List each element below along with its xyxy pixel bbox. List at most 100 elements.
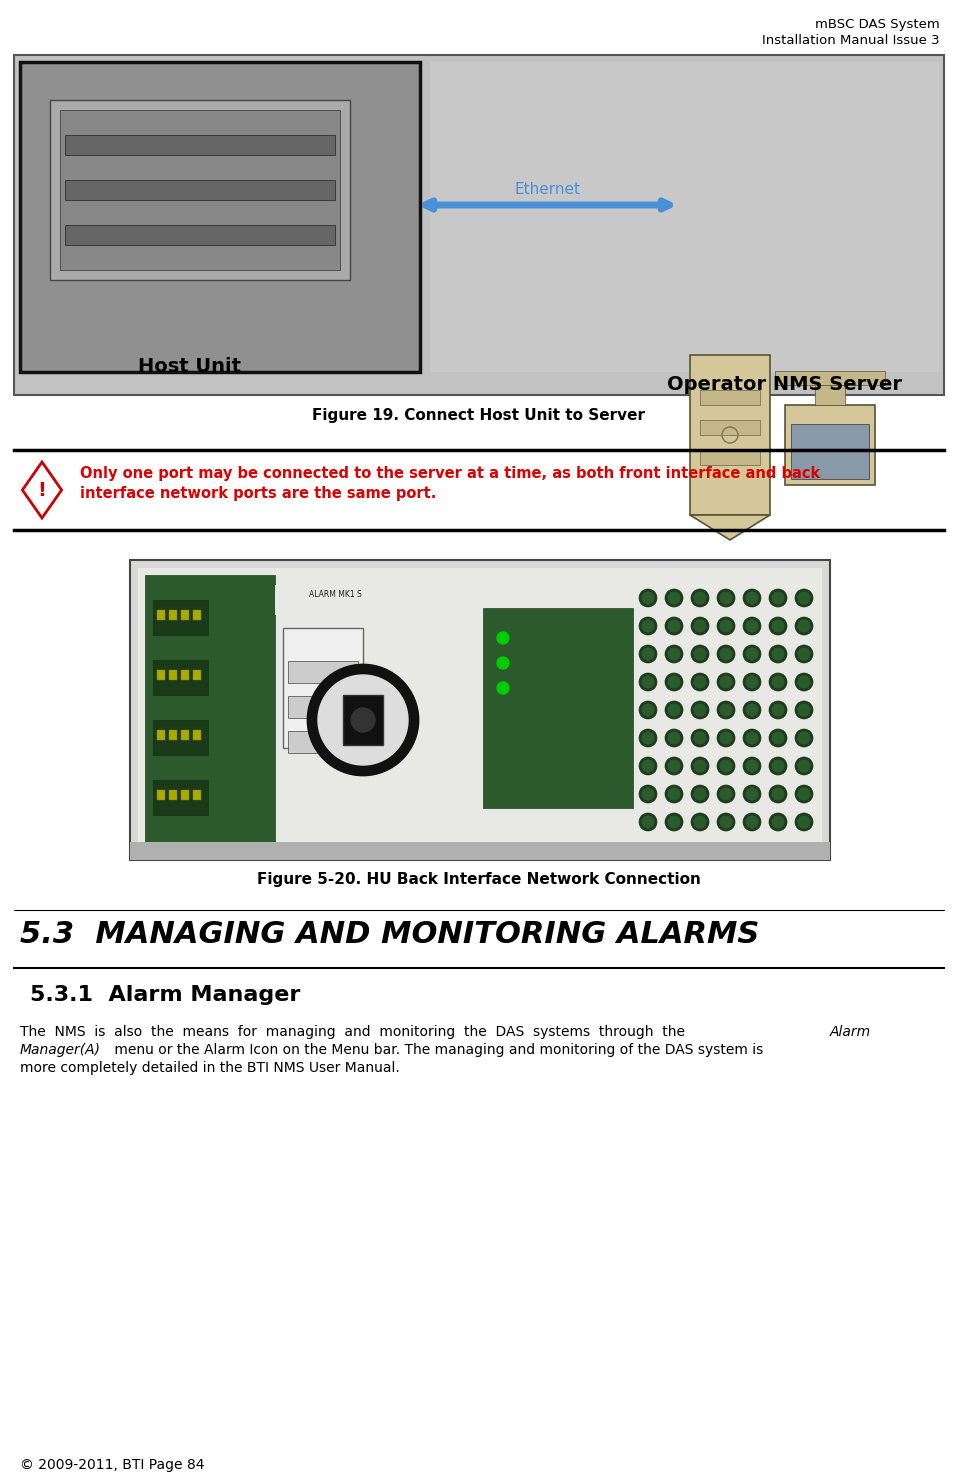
Text: more completely detailed in the BTI NMS User Manual.: more completely detailed in the BTI NMS …	[20, 1061, 399, 1075]
Bar	[153, 780, 208, 815]
Bar	[157, 609, 165, 620]
Circle shape	[717, 673, 735, 690]
Bar	[65, 180, 335, 200]
Circle shape	[668, 704, 680, 715]
Circle shape	[639, 645, 657, 662]
Circle shape	[642, 815, 654, 827]
Circle shape	[769, 757, 787, 774]
Bar	[815, 386, 845, 405]
Bar	[430, 62, 940, 372]
Bar	[153, 720, 208, 755]
Circle shape	[798, 732, 810, 743]
Text: Only one port may be connected to the server at a time, as both front interface : Only one port may be connected to the se…	[80, 467, 820, 481]
Circle shape	[743, 701, 761, 718]
Text: Host Unit: Host Unit	[139, 358, 241, 375]
Circle shape	[642, 788, 654, 799]
Circle shape	[665, 701, 683, 718]
Circle shape	[668, 648, 680, 659]
Circle shape	[746, 704, 758, 715]
Bar	[283, 629, 363, 748]
Circle shape	[798, 620, 810, 631]
Circle shape	[720, 620, 732, 631]
Circle shape	[668, 788, 680, 799]
Circle shape	[769, 813, 787, 832]
Text: Alarm: Alarm	[830, 1025, 871, 1039]
Circle shape	[691, 701, 709, 718]
Circle shape	[691, 617, 709, 634]
Circle shape	[717, 701, 735, 718]
Circle shape	[798, 704, 810, 715]
Circle shape	[497, 657, 509, 668]
Bar	[775, 371, 885, 386]
Circle shape	[691, 757, 709, 774]
Circle shape	[772, 760, 784, 771]
Circle shape	[668, 815, 680, 827]
Circle shape	[772, 620, 784, 631]
Circle shape	[318, 676, 408, 765]
Bar	[700, 390, 760, 405]
Bar	[288, 732, 358, 754]
Bar	[181, 790, 189, 799]
Bar	[60, 110, 340, 269]
Polygon shape	[690, 515, 770, 540]
Circle shape	[642, 676, 654, 687]
Circle shape	[691, 589, 709, 606]
Circle shape	[639, 673, 657, 690]
Circle shape	[639, 785, 657, 804]
Bar	[169, 790, 177, 799]
Bar	[288, 696, 358, 718]
Circle shape	[746, 620, 758, 631]
Bar	[700, 450, 760, 465]
Circle shape	[642, 760, 654, 771]
Circle shape	[691, 813, 709, 832]
Circle shape	[795, 729, 813, 746]
Circle shape	[769, 645, 787, 662]
Text: Figure 19. Connect Host Unit to Server: Figure 19. Connect Host Unit to Server	[312, 408, 646, 422]
Circle shape	[746, 788, 758, 799]
Text: © 2009-2011, BTI Page 84: © 2009-2011, BTI Page 84	[20, 1457, 204, 1472]
Circle shape	[639, 729, 657, 746]
Circle shape	[769, 673, 787, 690]
Circle shape	[691, 729, 709, 746]
Circle shape	[691, 785, 709, 804]
Circle shape	[798, 788, 810, 799]
Circle shape	[642, 648, 654, 659]
Circle shape	[717, 757, 735, 774]
Circle shape	[639, 757, 657, 774]
Circle shape	[795, 645, 813, 662]
Circle shape	[795, 673, 813, 690]
Bar	[193, 730, 201, 740]
Bar	[275, 584, 475, 615]
Circle shape	[691, 673, 709, 690]
Circle shape	[639, 813, 657, 832]
Text: menu or the Alarm Icon on the Menu bar. The managing and monitoring of the DAS s: menu or the Alarm Icon on the Menu bar. …	[110, 1044, 764, 1057]
Text: 5.3  MANAGING AND MONITORING ALARMS: 5.3 MANAGING AND MONITORING ALARMS	[20, 920, 760, 949]
Circle shape	[665, 617, 683, 634]
Circle shape	[497, 682, 509, 693]
Text: interface network ports are the same port.: interface network ports are the same por…	[80, 486, 437, 500]
Circle shape	[642, 704, 654, 715]
Circle shape	[743, 813, 761, 832]
Circle shape	[772, 648, 784, 659]
Bar	[343, 695, 383, 745]
Circle shape	[746, 648, 758, 659]
Circle shape	[772, 815, 784, 827]
Circle shape	[798, 648, 810, 659]
Text: Installation Manual Issue 3: Installation Manual Issue 3	[763, 34, 940, 47]
Bar	[14, 54, 944, 394]
Polygon shape	[22, 462, 61, 518]
Circle shape	[795, 757, 813, 774]
Bar	[483, 608, 633, 808]
Bar	[169, 609, 177, 620]
Bar	[288, 661, 358, 683]
Circle shape	[795, 785, 813, 804]
Circle shape	[665, 785, 683, 804]
Bar	[785, 405, 875, 484]
Circle shape	[642, 732, 654, 743]
Circle shape	[769, 729, 787, 746]
Circle shape	[798, 592, 810, 604]
Text: Ethernet: Ethernet	[515, 183, 581, 197]
Circle shape	[769, 617, 787, 634]
Circle shape	[639, 701, 657, 718]
Circle shape	[743, 729, 761, 746]
